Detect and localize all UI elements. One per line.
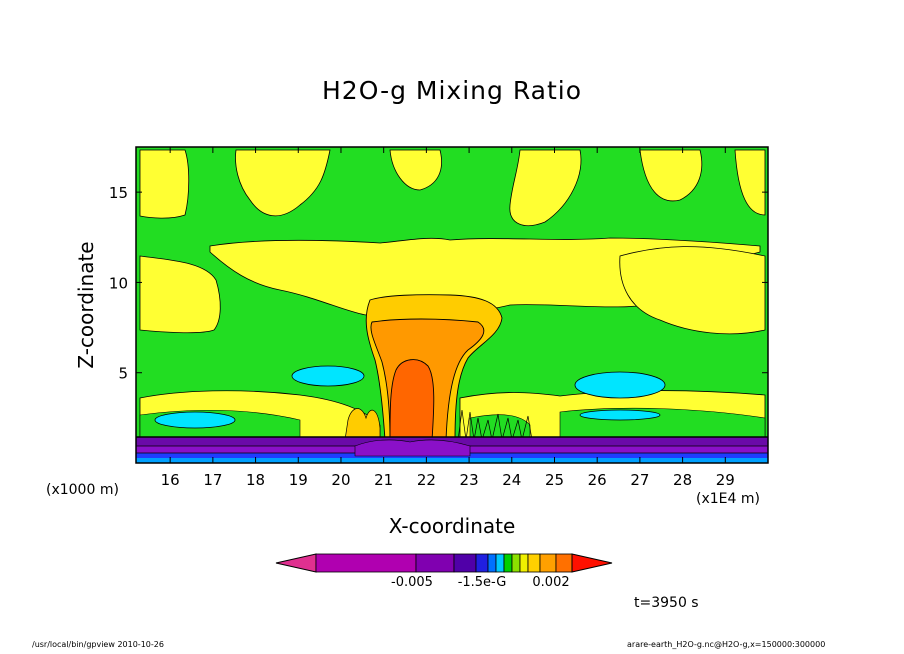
x-axis-ticks: 16 17 18 19 20 21 22 23 24 25 26 27 28 29 — [161, 147, 735, 489]
x-tick-label: 23 — [460, 471, 479, 489]
chart-title: H2O-g Mixing Ratio — [321, 76, 583, 105]
x-tick-label: 29 — [716, 471, 735, 489]
contour-field — [136, 147, 768, 463]
colorbar-segment — [495, 553, 505, 573]
colorbar-segment — [315, 553, 417, 573]
colorbar-segment — [503, 553, 513, 573]
colorbar-segment — [511, 553, 521, 573]
x-tick-label: 28 — [673, 471, 692, 489]
y-tick-label: 5 — [118, 365, 128, 383]
x-tick-label: 20 — [331, 471, 350, 489]
x-tick-label: 27 — [630, 471, 649, 489]
y-tick-label: 10 — [109, 274, 128, 292]
turbulent-eddies — [344, 408, 381, 441]
plume-center — [389, 359, 435, 441]
colorbar-segment — [487, 553, 497, 573]
colorbar-label: -1.5e-G — [458, 575, 507, 590]
colorbar-segment — [453, 553, 477, 573]
x-axis-unit: (x1E4 m) — [696, 491, 760, 507]
colorbar-segment — [519, 553, 529, 573]
x-tick-label: 22 — [417, 471, 436, 489]
y-axis-ticks: 5 10 15 — [109, 184, 768, 383]
colorbar-label: -0.005 — [391, 575, 433, 590]
boundary-band-cyan — [136, 458, 768, 463]
x-tick-label: 25 — [545, 471, 564, 489]
cyan-pocket-right-upper — [574, 371, 666, 399]
right-mid-dry — [619, 246, 766, 335]
upper-right-dry-patch — [734, 149, 766, 216]
colorbar-low-arrow — [275, 553, 317, 573]
x-tick-label: 17 — [203, 471, 222, 489]
cyan-pocket-left-lower — [154, 411, 236, 429]
x-tick-label: 18 — [246, 471, 265, 489]
colorbar-segment — [539, 553, 557, 573]
upper-left-dry-patch — [139, 149, 190, 219]
cyan-pocket-right-lower — [579, 409, 661, 421]
colorbar: -0.005 -1.5e-G 0.002 — [275, 553, 613, 590]
colorbar-high-arrow — [571, 553, 613, 573]
colorbar-segment — [527, 553, 541, 573]
cyan-pocket-left-upper — [291, 365, 365, 387]
x-tick-label: 26 — [588, 471, 607, 489]
boundary-disturbance — [354, 439, 471, 457]
x-tick-label: 16 — [161, 471, 180, 489]
upper-dry-streak-1 — [235, 149, 331, 217]
upper-dry-streak-3 — [509, 149, 582, 226]
left-mid-dry — [139, 255, 221, 334]
colorbar-label: 0.002 — [532, 575, 569, 590]
x-axis-label: X-coordinate — [388, 514, 516, 538]
footer-source: arare-earth_H2O-g.nc@H2O-g,x=150000:3000… — [627, 640, 826, 649]
y-tick-label: 15 — [109, 184, 128, 202]
x-tick-label: 21 — [374, 471, 393, 489]
time-annotation: t=3950 s — [634, 595, 699, 611]
colorbar-segment — [475, 553, 489, 573]
x-tick-label: 24 — [502, 471, 521, 489]
upper-dry-streak-2 — [389, 149, 442, 191]
colorbar-segment — [415, 553, 455, 573]
upper-dry-streak-4 — [639, 149, 703, 202]
plot-frame — [135, 146, 769, 464]
footer-command: /usr/local/bin/gpview 2010-10-26 — [32, 640, 164, 649]
x-tick-label: 19 — [289, 471, 308, 489]
y-axis-unit: (x1000 m) — [46, 482, 119, 498]
colorbar-segment — [555, 553, 573, 573]
